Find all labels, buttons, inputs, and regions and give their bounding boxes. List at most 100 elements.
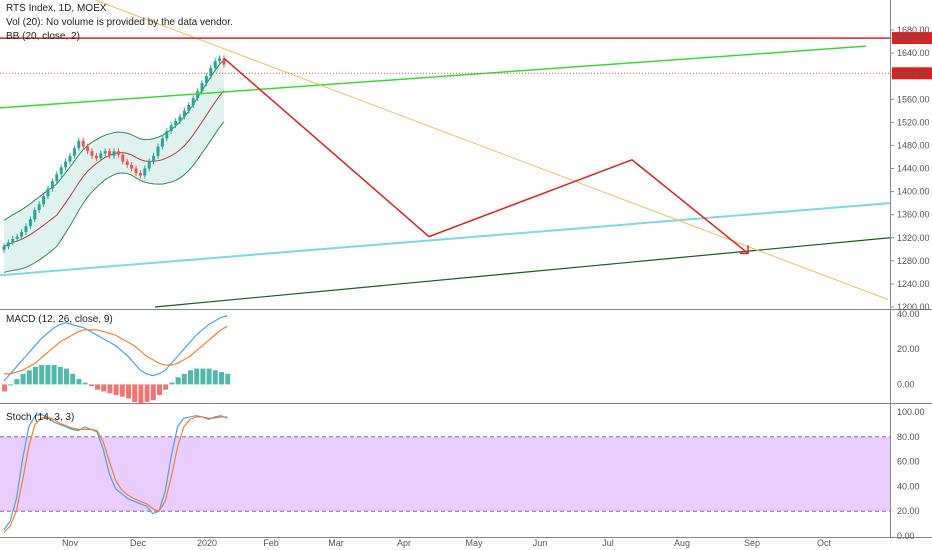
candle-body <box>138 173 142 176</box>
bollinger-lower-line <box>3 121 225 273</box>
macd-histogram-bar <box>150 384 156 401</box>
macd-histogram-bar <box>212 370 218 385</box>
stoch-tick-label: 80.00 <box>897 432 920 442</box>
time-tick-label: Mar <box>328 538 344 548</box>
candle <box>64 158 68 171</box>
candle <box>20 229 24 240</box>
candle <box>33 207 37 223</box>
candle-body <box>143 168 147 176</box>
candle-body <box>103 151 107 154</box>
candle <box>24 223 28 235</box>
candle-body <box>94 155 98 159</box>
stoch-d-line <box>3 416 228 533</box>
candle-body <box>152 155 156 162</box>
bollinger-band-fill <box>4 59 224 273</box>
yellow-trendline <box>94 0 889 300</box>
macd-histogram-bar <box>20 373 26 385</box>
candle-body <box>55 174 59 182</box>
candle <box>112 148 116 159</box>
candle <box>72 145 76 159</box>
macd-histogram-bar <box>57 366 63 385</box>
macd-line <box>3 315 228 382</box>
candle <box>187 102 191 114</box>
candle <box>196 88 200 101</box>
candle-body <box>42 196 46 205</box>
time-tick-label: May <box>465 538 483 548</box>
bollinger-upper-line <box>3 59 225 221</box>
macd-histogram-bar <box>70 373 76 385</box>
candle <box>2 243 6 253</box>
macd-histogram-bar <box>138 384 144 404</box>
candle <box>152 152 156 165</box>
candle-body <box>112 151 116 156</box>
macd-histogram-bar <box>107 384 113 394</box>
macd-histogram-bar <box>82 382 88 385</box>
candle <box>42 193 46 208</box>
price-tick-label: 1320.00 <box>897 233 930 243</box>
price-tick-label: 1200.00 <box>897 302 930 312</box>
candle <box>182 107 186 120</box>
candle <box>46 185 50 200</box>
macd-signal-line <box>4 325 228 375</box>
time-tick-label: Jun <box>533 538 548 548</box>
price-label-text: 1604.96 <box>895 68 928 78</box>
green-trendline <box>0 45 867 109</box>
time-tick-label: Nov <box>62 538 79 548</box>
candle <box>68 152 72 165</box>
macd-histogram-bar <box>39 365 45 385</box>
macd-histogram-bar <box>144 384 150 402</box>
candle <box>147 158 151 172</box>
macd-histogram-bar <box>119 384 125 397</box>
price-tick-label: 1680.00 <box>897 25 930 35</box>
candle <box>50 178 54 192</box>
candle-body <box>125 161 129 166</box>
candle <box>218 55 222 65</box>
volume-note: Vol (20): No volume is provided by the d… <box>6 17 233 28</box>
candle <box>99 150 103 161</box>
candle-body <box>196 91 200 99</box>
candle-body <box>147 161 151 169</box>
candle-body <box>90 151 94 156</box>
candle <box>11 236 15 246</box>
price-tick-label: 1360.00 <box>897 210 930 220</box>
macd-histogram-bar <box>225 373 231 385</box>
price-tick-label: 1640.00 <box>897 48 930 58</box>
cyan-trendline <box>0 202 891 277</box>
macd-histogram-bar <box>113 384 119 395</box>
macd-histogram-bar <box>194 368 200 385</box>
time-tick-label: 2020 <box>197 538 217 548</box>
candle-body <box>11 238 15 243</box>
macd-histogram-bar <box>219 372 224 385</box>
macd-histogram-bar <box>188 370 193 385</box>
macd-indicator-label: MACD (12, 26, close, 9) <box>6 314 113 325</box>
candle <box>81 137 85 150</box>
candle <box>204 73 208 86</box>
candle <box>200 80 204 95</box>
price-tick-label: 1280.00 <box>897 256 930 266</box>
candle-body <box>37 204 41 211</box>
macd-histogram-bar <box>200 368 206 385</box>
macd-histogram-bar <box>33 366 38 385</box>
macd-histogram-bar <box>175 377 181 385</box>
candle <box>156 143 160 159</box>
candle-body <box>24 226 28 232</box>
bb-indicator-label: BB (20, close, 2) <box>6 31 80 42</box>
macd-histogram-bar <box>206 368 212 385</box>
candle <box>116 148 120 158</box>
price-tick-label: 1240.00 <box>897 279 930 289</box>
candle <box>103 148 107 157</box>
candle-body <box>160 138 164 147</box>
candle <box>134 165 138 177</box>
candle <box>209 65 213 80</box>
candle <box>143 165 147 179</box>
macd-histogram-bar <box>26 370 32 385</box>
candle-body <box>121 154 125 162</box>
candle-body <box>77 140 81 149</box>
price-label-text: 1666.00 <box>895 33 928 43</box>
candle-body <box>64 161 68 168</box>
macd-histogram-bar <box>14 379 20 385</box>
macd-histogram-bar <box>126 384 131 399</box>
time-tick-label: Feb <box>263 538 279 548</box>
stoch-indicator-label: Stoch (14, 3, 3) <box>6 412 75 423</box>
